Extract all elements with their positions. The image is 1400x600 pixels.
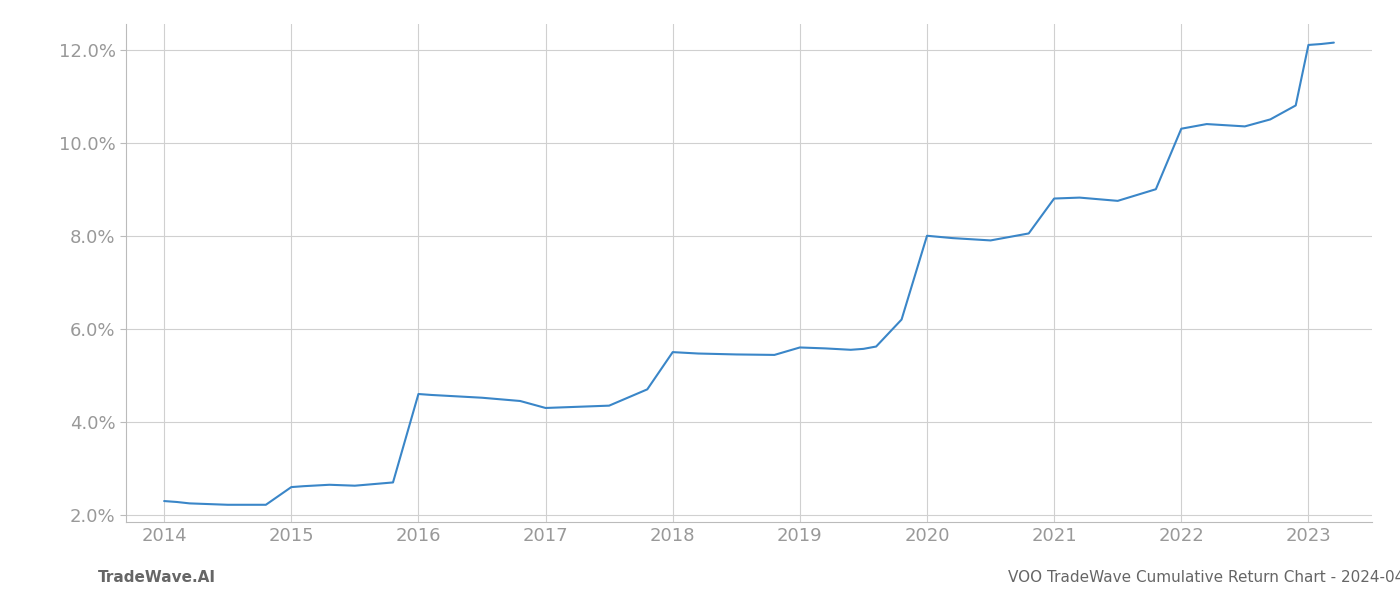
Text: TradeWave.AI: TradeWave.AI — [98, 570, 216, 585]
Text: VOO TradeWave Cumulative Return Chart - 2024-04-12 to 2024-04-19: VOO TradeWave Cumulative Return Chart - … — [1008, 570, 1400, 585]
